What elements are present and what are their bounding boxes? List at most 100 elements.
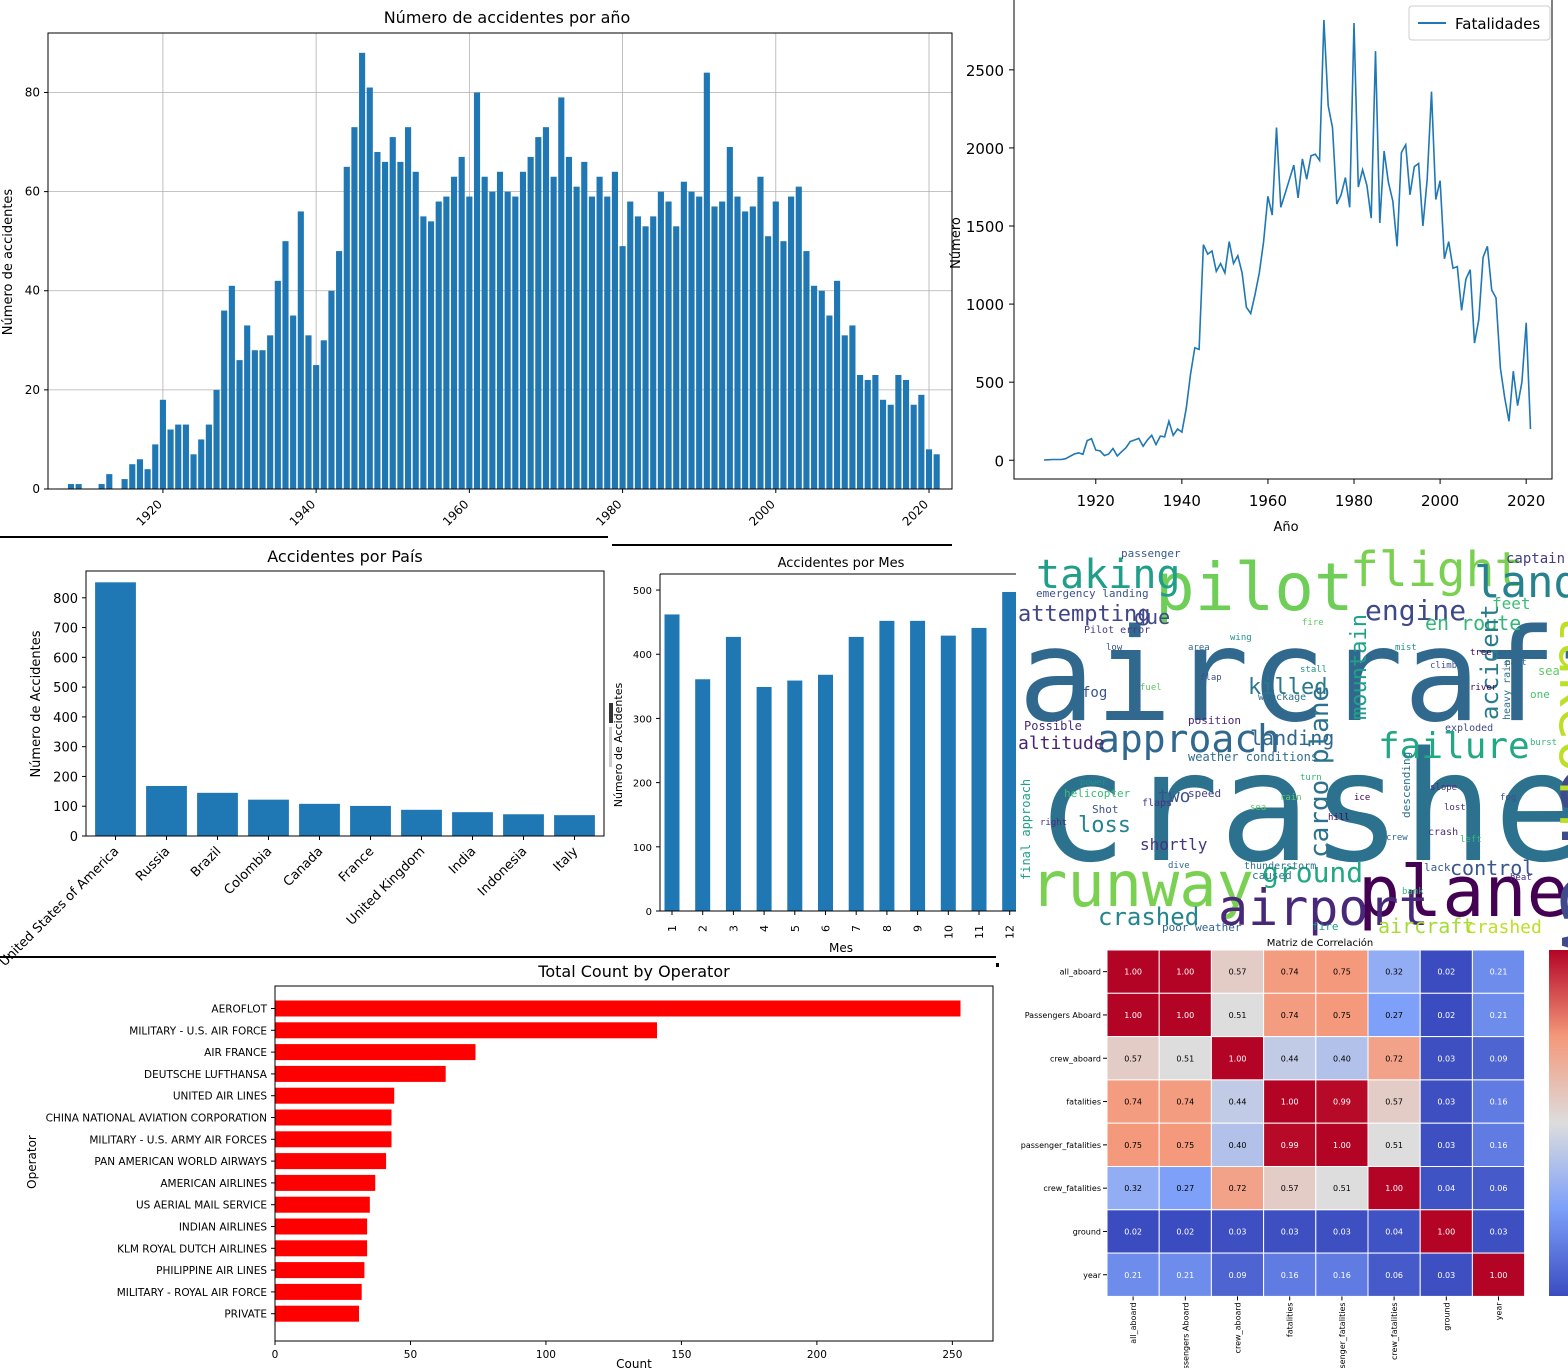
cell-value: 0.99: [1333, 1098, 1351, 1107]
bar: [933, 454, 940, 489]
bar: [1002, 591, 1018, 911]
row-label: year: [1083, 1271, 1102, 1280]
cell-value: 1.00: [1385, 1184, 1403, 1193]
word-filler: ice: [1354, 793, 1370, 803]
y-tick-label: AEROFLOT: [211, 1004, 267, 1016]
cell-value: 0.75: [1124, 1141, 1142, 1150]
bar: [787, 680, 803, 911]
plot-frame: [85, 570, 605, 837]
bar: [275, 1283, 362, 1300]
scrollbar-thumb[interactable]: [609, 703, 613, 723]
chart-title: Total Count by Operator: [537, 962, 730, 981]
word: position: [1188, 714, 1241, 727]
word: Pilot error: [1084, 625, 1150, 636]
bar: [450, 176, 458, 489]
bar: [382, 161, 389, 489]
bar: [481, 176, 488, 489]
cell-value: 0.21: [1490, 968, 1508, 977]
word: engine: [1365, 594, 1466, 627]
plot-frame: [1013, 0, 1553, 480]
heatmap-cell: [1471, 1209, 1526, 1254]
cell-value: 1.00: [1281, 1098, 1299, 1107]
x-tick-label: 1960: [1249, 492, 1287, 510]
cell-value: 1.00: [1176, 968, 1194, 977]
word: captain: [1506, 551, 1565, 567]
bar: [711, 206, 718, 489]
bar: [275, 1087, 395, 1104]
fatalities-per-year-chart: Número Año 1920 1940 1960 1980 2000 2020 0 500 1…: [949, 0, 1553, 535]
word: Shot: [1092, 803, 1119, 816]
cell-value: 0.09: [1490, 1054, 1508, 1063]
x-tick-label: 100: [536, 1349, 556, 1361]
word: failure: [1378, 726, 1530, 767]
y-tick-label: 0: [646, 907, 652, 918]
word-filler: slope: [1430, 783, 1457, 793]
row-label: fatalities: [1066, 1098, 1101, 1107]
bar: [275, 1262, 365, 1279]
bar: [573, 186, 580, 490]
word: en route: [1425, 611, 1521, 635]
cell-value: 0.21: [1176, 1271, 1194, 1280]
bar: [274, 280, 281, 489]
heatmap-cell: [1210, 1209, 1265, 1254]
bar: [550, 176, 557, 489]
bar: [374, 151, 381, 489]
col-label: fatalities: [1286, 1302, 1295, 1337]
bar: [596, 176, 603, 489]
word: flaps: [1142, 798, 1172, 809]
x-tick-label: France: [336, 844, 377, 885]
bar: [581, 161, 588, 489]
correlation-heatmap: Matriz de Correlación 1.00 1.00 0.57 0.74 0.…: [1021, 937, 1568, 1368]
y-tick-label: 300: [633, 714, 652, 725]
bar: [642, 226, 649, 489]
bar: [452, 812, 493, 836]
bar: [275, 1044, 476, 1061]
word: mountain: [1347, 614, 1372, 720]
bar: [795, 186, 802, 490]
bar: [688, 191, 695, 489]
plot-frame: [274, 985, 994, 1342]
bar: [213, 389, 220, 489]
heatmap-cell: [1263, 1079, 1317, 1124]
word: pilot: [1155, 549, 1354, 626]
col-label: ground: [1442, 1302, 1451, 1330]
bar: [275, 1305, 359, 1322]
x-tick-label: 2020: [1507, 492, 1545, 510]
bar: [159, 399, 166, 489]
word: crashed: [1098, 903, 1199, 931]
word-filler: bank: [1402, 887, 1424, 897]
y-tick-label: 0: [32, 482, 40, 496]
word: helicopter: [1064, 787, 1131, 800]
bar: [198, 439, 205, 489]
cell-value: 0.44: [1281, 1054, 1299, 1063]
cell-value: 0.03: [1437, 1054, 1455, 1063]
y-tick-label: 800: [53, 592, 78, 607]
x-tick-label: 2: [697, 925, 710, 932]
word: land: [1474, 557, 1568, 608]
heatmap-cell: [1419, 1252, 1473, 1297]
heatmap-cell: [1367, 992, 1421, 1038]
bar: [336, 251, 343, 489]
heatmap-cell: [1419, 1079, 1473, 1124]
word-filler: fuel: [1140, 683, 1162, 693]
scrollbar-track[interactable]: [609, 727, 612, 767]
bar: [275, 1240, 368, 1257]
y-tick-label: MILITARY - ROYAL AIR FORCE: [117, 1287, 267, 1299]
bar: [756, 686, 772, 911]
cell-value: 0.16: [1333, 1271, 1351, 1280]
word: crashed: [1036, 719, 1568, 896]
cell-value: 0.03: [1437, 1271, 1455, 1280]
bar: [841, 335, 848, 489]
word-filler: right: [1040, 818, 1067, 828]
y-axis-label: Número de Accidentes: [612, 683, 625, 808]
bar: [366, 87, 373, 490]
x-tick-label: 1940: [287, 497, 318, 528]
word: airport: [1218, 879, 1429, 937]
bar: [940, 635, 956, 911]
x-tick-label: 1960: [440, 497, 471, 528]
bar: [106, 474, 113, 489]
cell-value: 0.72: [1385, 1054, 1403, 1063]
cell-value: 0.04: [1385, 1227, 1403, 1236]
cell-value: 1.00: [1124, 1011, 1142, 1020]
cell-value: 0.32: [1124, 1184, 1142, 1193]
